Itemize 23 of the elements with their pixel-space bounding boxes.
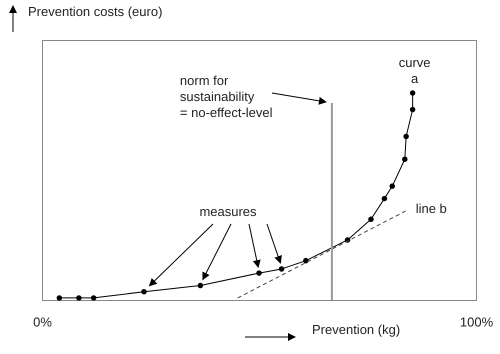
point xyxy=(382,196,388,202)
text: Prevention costs (euro) xyxy=(28,4,162,20)
series-label: line b xyxy=(416,200,447,217)
point xyxy=(402,156,408,162)
point xyxy=(56,295,62,301)
point xyxy=(403,134,409,140)
point xyxy=(410,90,416,96)
point xyxy=(278,266,284,272)
point xyxy=(76,295,82,301)
point xyxy=(141,288,147,294)
annotation: measures xyxy=(198,204,258,220)
point xyxy=(256,270,262,276)
point xyxy=(368,216,374,222)
point xyxy=(303,258,309,264)
ref-line-label: norm for sustainability = no-effect-level xyxy=(180,73,273,121)
series-label: curve a xyxy=(398,55,432,87)
point xyxy=(198,282,204,288)
point xyxy=(410,106,416,112)
point xyxy=(390,183,395,189)
point xyxy=(90,295,96,301)
x-tick-label: 0% xyxy=(33,314,52,330)
x-tick-label: 100% xyxy=(460,314,494,330)
x-axis-title: Prevention (kg) xyxy=(312,322,400,338)
